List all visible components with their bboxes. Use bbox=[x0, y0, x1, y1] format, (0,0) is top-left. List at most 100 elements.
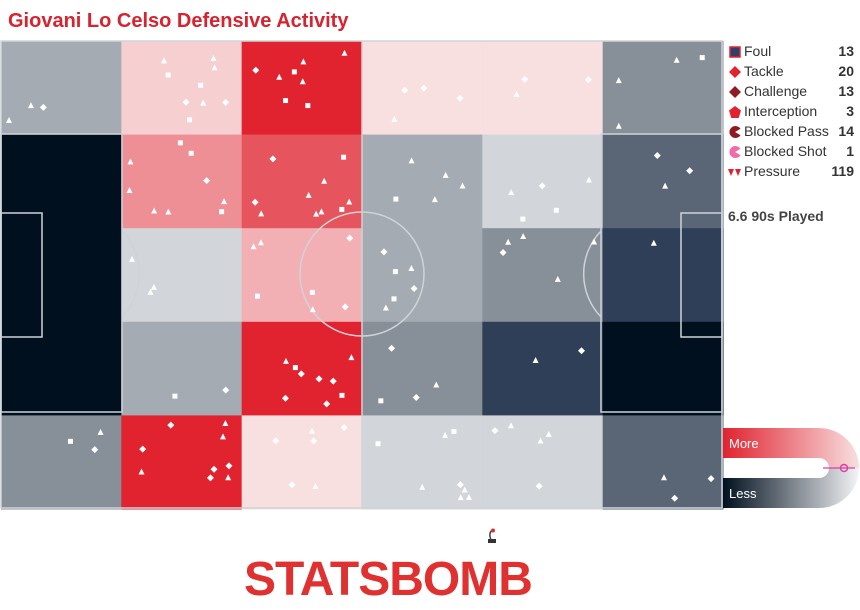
event-marker bbox=[650, 239, 657, 246]
event-marker bbox=[160, 57, 167, 64]
event-marker bbox=[188, 150, 194, 156]
event-marker bbox=[281, 394, 289, 402]
event-marker bbox=[673, 56, 680, 63]
event-marker bbox=[203, 177, 211, 185]
event-marker bbox=[584, 76, 592, 84]
legend-value: 13 bbox=[838, 83, 854, 99]
heatmap-cell-r1-c5 bbox=[602, 134, 724, 229]
event-marker bbox=[391, 115, 398, 122]
event-marker bbox=[282, 357, 289, 364]
heatmap-cell-r3-c0 bbox=[1, 321, 122, 416]
event-marker bbox=[451, 429, 457, 435]
event-marker bbox=[412, 393, 420, 401]
heatmap-cell-r1-c4 bbox=[482, 134, 604, 229]
event-marker bbox=[391, 296, 397, 302]
legend-item-pressure: Pressure 119 bbox=[728, 162, 856, 182]
statsbomb-logo: STATSBOMB bbox=[244, 553, 533, 606]
event-marker bbox=[310, 437, 318, 445]
event-marker bbox=[225, 474, 232, 481]
pentagon-icon bbox=[729, 106, 741, 118]
triangle-icon bbox=[728, 169, 741, 176]
legend-label: Interception bbox=[744, 103, 818, 119]
event-marker bbox=[380, 248, 388, 256]
event-marker bbox=[341, 154, 347, 160]
heatmap-cell-r1-c3 bbox=[362, 134, 483, 229]
event-marker bbox=[660, 474, 667, 481]
event-marker bbox=[408, 265, 415, 272]
event-marker bbox=[538, 182, 546, 190]
legend-label: Pressure bbox=[744, 163, 801, 179]
heatmap-cell-r4-c2 bbox=[241, 415, 363, 510]
event-marker bbox=[139, 445, 147, 453]
event-marker bbox=[346, 234, 354, 242]
event-marker bbox=[288, 481, 296, 489]
heatmap-cell-r0-c5 bbox=[602, 41, 724, 136]
event-marker bbox=[521, 75, 529, 83]
pacman-icon bbox=[729, 126, 741, 138]
legend-value: 119 bbox=[831, 163, 854, 179]
event-marker bbox=[221, 198, 228, 205]
event-marker bbox=[388, 344, 396, 352]
event-marker bbox=[433, 381, 440, 388]
event-marker bbox=[283, 98, 289, 104]
event-marker bbox=[177, 140, 183, 146]
event-marker bbox=[250, 243, 257, 250]
event-marker bbox=[291, 69, 297, 75]
event-marker bbox=[532, 356, 539, 363]
legend-label: Blocked Pass bbox=[744, 123, 829, 139]
event-marker bbox=[305, 103, 311, 109]
legend-label: Tackle bbox=[744, 63, 784, 79]
event-marker bbox=[222, 420, 229, 427]
event-marker bbox=[686, 167, 694, 175]
event-marker bbox=[309, 289, 315, 295]
event-marker bbox=[442, 431, 449, 438]
event-marker bbox=[653, 151, 661, 159]
legend-value: 13 bbox=[838, 43, 854, 59]
event-marker bbox=[339, 392, 345, 398]
heatmap-cell-r1-c0 bbox=[1, 134, 122, 229]
legend-value: 14 bbox=[838, 123, 854, 139]
event-marker bbox=[252, 66, 260, 74]
event-marker bbox=[378, 398, 384, 404]
event-marker bbox=[67, 438, 73, 444]
event-marker bbox=[535, 482, 543, 490]
event-marker bbox=[210, 465, 218, 473]
played-label: 6.6 90s Played bbox=[728, 208, 824, 224]
event-marker bbox=[206, 474, 214, 482]
event-marker bbox=[165, 72, 171, 78]
event-marker bbox=[392, 269, 398, 275]
pacman-icon bbox=[729, 146, 741, 158]
event-marker bbox=[210, 55, 217, 62]
pitch-heatmap bbox=[0, 40, 724, 510]
event-marker bbox=[225, 462, 233, 470]
heatmap-cell-r2-c4 bbox=[482, 228, 604, 323]
heatmap-cell-r4-c1 bbox=[121, 415, 243, 510]
heatmap-cell-r3-c2 bbox=[241, 321, 363, 416]
heatmap-cell-r3-c5 bbox=[602, 321, 724, 416]
event-marker bbox=[258, 210, 265, 217]
event-marker bbox=[420, 84, 428, 92]
event-marker bbox=[348, 354, 355, 361]
diamond-icon bbox=[729, 86, 741, 98]
heatmap-cell-r0-c2 bbox=[241, 41, 363, 136]
heatmap-cell-r4-c0 bbox=[1, 415, 122, 510]
heatmap-cell-r4-c3 bbox=[362, 415, 483, 510]
heatmap-cell-r0-c0 bbox=[1, 41, 122, 136]
legend-label: Blocked Shot bbox=[744, 143, 827, 159]
event-marker bbox=[707, 475, 715, 483]
heatmap-cell-r2-c3 bbox=[362, 228, 483, 323]
event-marker bbox=[292, 365, 298, 371]
event-marker bbox=[520, 216, 526, 222]
chart-title: Giovani Lo Celso Defensive Activity bbox=[8, 10, 349, 32]
event-marker bbox=[553, 207, 559, 213]
scale-band-less bbox=[723, 468, 859, 508]
event-marker bbox=[323, 400, 331, 408]
event-marker bbox=[554, 275, 561, 282]
event-marker bbox=[198, 82, 204, 88]
event-marker bbox=[537, 437, 544, 444]
bomb-icon bbox=[488, 528, 496, 543]
legend-label: Challenge bbox=[744, 83, 808, 99]
legend-item-blocked-pass: Blocked Pass 14 bbox=[728, 122, 856, 142]
event-marker bbox=[465, 493, 472, 500]
event-marker bbox=[545, 430, 552, 437]
